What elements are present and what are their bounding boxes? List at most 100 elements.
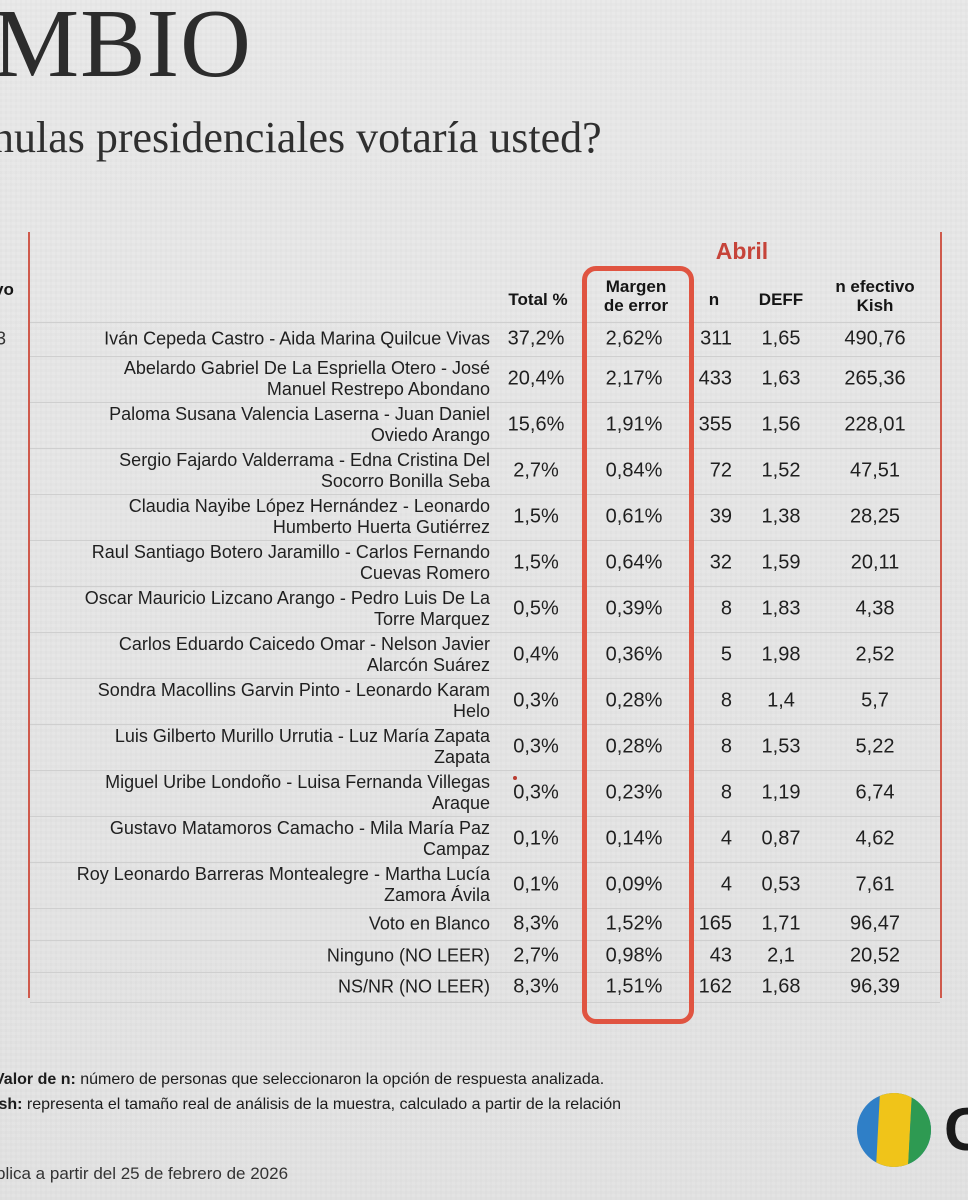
candidate-name: Abelardo Gabriel De La Espriella Otero -… (38, 358, 490, 400)
margin-of-error: 0,98% (605, 944, 663, 967)
total-percent: 0,3% (513, 781, 559, 804)
margin-of-error: 0,64% (605, 551, 663, 574)
candidate-name-line1: Sergio Fajardo Valderrama - Edna Cristin… (119, 450, 490, 470)
margin-of-error: 0,61% (605, 505, 663, 528)
note-n-definition: Valor de n: número de personas que selec… (0, 1071, 604, 1089)
deff-value: 0,87 (761, 827, 801, 850)
row-divider (30, 448, 940, 449)
margin-of-error-highlight-box (582, 266, 694, 1024)
kish-effective-n: 96,47 (849, 912, 901, 935)
table-row: Gustavo Matamoros Camacho - Mila María P… (0, 816, 940, 862)
row-divider (30, 940, 940, 941)
candidate-name-line2: Campaz (422, 839, 490, 859)
kish-effective-n: 7,61 (855, 873, 895, 896)
row-divider (30, 1002, 940, 1003)
candidate-name: Paloma Susana Valencia Laserna - Juan Da… (38, 404, 490, 446)
table-row: Ninguno (NO LEER) 2,7% 0,98% 43 2,1 20,52 (0, 940, 940, 972)
note-n-label: Valor de n: (0, 1071, 76, 1088)
candidate-name-line2: Oviedo Arango (370, 425, 490, 445)
sample-n: 39 (709, 505, 732, 528)
deff-value: 1,52 (761, 459, 801, 482)
row-lead-cut: 3 (0, 328, 7, 349)
table-row: Sergio Fajardo Valderrama - Edna Cristin… (0, 448, 940, 494)
table-row: Luis Gilberto Murillo Urrutia - Luz Marí… (0, 724, 940, 770)
table-row: Oscar Mauricio Lizcano Arango - Pedro Lu… (0, 586, 940, 632)
sample-n: 311 (700, 327, 732, 350)
candidate-name-line1: NS/NR (NO LEER) (337, 976, 490, 997)
row-divider (30, 356, 940, 357)
sample-n: 355 (698, 413, 732, 436)
pollster-logo-icon (857, 1093, 931, 1167)
candidate-name-line1: Carlos Eduardo Caicedo Omar - Nelson Jav… (118, 634, 490, 654)
candidate-name-line1: Iván Cepeda Castro - Aida Marina Quilcue… (104, 328, 490, 349)
candidate-name-line2: Humberto Huerta Gutiérrez (272, 517, 490, 537)
sample-n: 8 (720, 735, 732, 758)
total-percent: 37,2% (507, 327, 565, 350)
margin-of-error: 0,09% (605, 873, 663, 896)
kish-effective-n: 96,39 (849, 975, 901, 998)
header-n: n (708, 290, 720, 309)
margin-of-error: 0,28% (605, 735, 663, 758)
deff-value: 1,59 (761, 551, 801, 574)
candidate-name-line1: Ninguno (NO LEER) (326, 945, 490, 966)
note-kish-label: ish: (0, 1096, 23, 1113)
kish-effective-n: 2,52 (855, 643, 895, 666)
row-divider (30, 402, 940, 403)
candidate-name-line1: Gustavo Matamoros Camacho - Mila María P… (109, 818, 490, 838)
row-divider (30, 540, 940, 541)
sample-n: 72 (709, 459, 732, 482)
header-cut-column: vo (0, 280, 14, 299)
total-percent: 1,5% (513, 505, 559, 528)
total-percent: 8,3% (513, 975, 559, 998)
margin-of-error: 2,62% (605, 327, 663, 350)
candidate-name: Gustavo Matamoros Camacho - Mila María P… (38, 818, 490, 860)
header-total: Total % (508, 290, 568, 309)
total-percent: 0,5% (513, 597, 559, 620)
deff-value: 1,38 (761, 505, 801, 528)
candidate-name-line2: Zapata (433, 747, 490, 767)
margin-of-error: 0,36% (605, 643, 663, 666)
table-row: Sondra Macollins Garvin Pinto - Leonardo… (0, 678, 940, 724)
kish-effective-n: 4,38 (855, 597, 895, 620)
margin-of-error: 2,17% (605, 367, 663, 390)
row-divider (30, 770, 940, 771)
margin-of-error: 0,28% (605, 689, 663, 712)
row-divider (30, 494, 940, 495)
candidate-name: Carlos Eduardo Caicedo Omar - Nelson Jav… (38, 634, 490, 676)
deff-value: 1,53 (761, 735, 801, 758)
candidate-name: Voto en Blanco (38, 914, 490, 935)
row-divider (30, 632, 940, 633)
total-percent: 1,5% (513, 551, 559, 574)
row-divider (30, 322, 940, 323)
candidate-name: Roy Leonardo Barreras Montealegre - Mart… (38, 864, 490, 906)
row-divider (30, 586, 940, 587)
margin-of-error: 0,14% (605, 827, 663, 850)
note-n-text: número de personas que seleccionaron la … (75, 1071, 605, 1088)
total-percent: 15,6% (507, 413, 565, 436)
candidate-name: Sergio Fajardo Valderrama - Edna Cristin… (38, 450, 490, 492)
table-row: Miguel Uribe Londoño - Luisa Fernanda Vi… (0, 770, 940, 816)
header-kish-line2: Kish (856, 296, 894, 315)
header-kish: n efectivo Kish (820, 277, 930, 315)
margin-of-error: 1,52% (605, 912, 663, 935)
candidate-name-line1: Roy Leonardo Barreras Montealegre - Mart… (76, 864, 490, 884)
header-margen-line2: de error (603, 296, 669, 315)
margin-of-error: 0,84% (605, 459, 663, 482)
candidate-name: Luis Gilberto Murillo Urrutia - Luz Marí… (38, 726, 490, 768)
sample-n: 162 (698, 975, 732, 998)
deff-value: 1,68 (761, 975, 801, 998)
logo-letter: C (944, 1096, 968, 1163)
sample-n: 165 (698, 912, 732, 935)
deff-value: 1,4 (767, 689, 795, 712)
candidate-name: Ninguno (NO LEER) (38, 946, 490, 967)
candidate-name: Oscar Mauricio Lizcano Arango - Pedro Lu… (38, 588, 490, 630)
stray-mark (513, 776, 517, 780)
total-percent: 0,3% (513, 735, 559, 758)
deff-value: 1,63 (761, 367, 801, 390)
deff-value: 1,71 (761, 912, 801, 935)
candidate-name-line1: Abelardo Gabriel De La Espriella Otero -… (123, 358, 490, 378)
deff-value: 1,65 (761, 327, 801, 350)
table-left-border (28, 232, 30, 998)
margin-of-error: 1,51% (605, 975, 663, 998)
row-divider (30, 862, 940, 863)
